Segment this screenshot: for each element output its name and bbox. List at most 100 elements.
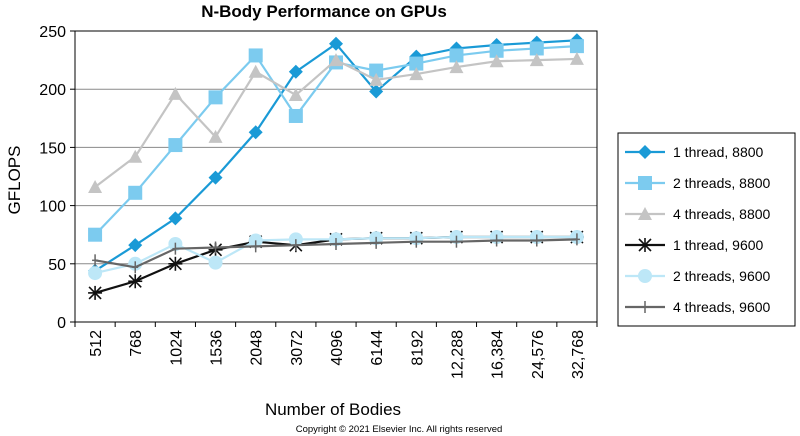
x-tick-label: 24,576 [530,330,547,379]
data-point [168,256,183,271]
data-point [248,125,263,140]
x-axis-ticks: 512 768 1024 1536 2048 3072 4096 6144 8192 12,288… [74,322,598,379]
y-tick-label: 200 [39,82,66,99]
legend-label: 1 thread, 8800 [673,144,764,160]
data-point [88,285,103,300]
legend-marker [642,301,648,313]
data-point [449,48,464,63]
y-axis-ticks: 0 50 100 150 200 250 [39,24,75,332]
x-tick-label: 4096 [329,330,346,366]
series-line [94,57,577,188]
data-point [172,242,179,255]
data-point [88,179,103,193]
x-tick-label: 8192 [409,330,426,366]
data-point [413,235,420,248]
y-tick-label: 0 [57,315,66,332]
series-line [94,45,577,236]
series-3 [88,51,584,193]
legend-label: 4 threads, 9600 [673,299,771,315]
data-series [88,33,584,300]
x-axis-label: Number of Bodies [265,400,401,419]
data-point [493,234,500,247]
x-tick-label: 2048 [249,330,266,366]
series-2 [88,39,584,242]
chart-title: N-Body Performance on GPUs [201,2,447,21]
data-point [529,53,544,67]
x-tick-label: 1024 [168,330,185,366]
data-point [369,72,384,86]
x-tick-label: 6144 [369,330,386,366]
legend-entry: 1 thread, 8800 [625,144,764,160]
data-point [128,238,143,253]
data-point [333,238,339,251]
x-tick-label: 768 [128,330,145,357]
data-point [208,170,223,185]
plot-frame [74,30,598,323]
data-point [369,63,384,78]
data-point [252,240,259,253]
data-point [369,84,384,99]
data-point [208,255,223,270]
legend-entry: 2 threads, 8800 [625,175,771,191]
data-point [569,51,584,65]
data-point [409,67,424,81]
data-point [288,88,303,102]
data-point [489,43,504,58]
legend-marker [638,145,652,159]
data-point [288,108,303,123]
legend-marker [638,176,652,190]
data-point [88,266,103,281]
data-point [489,54,504,68]
data-point [292,239,299,252]
x-tick-label: 512 [88,330,105,357]
x-tick-label: 3072 [289,330,306,366]
data-point [533,234,540,247]
data-point [288,64,303,79]
legend-entry: 4 threads, 8800 [625,206,771,222]
data-point [168,86,183,100]
x-tick-label: 1536 [209,330,226,366]
data-point [212,241,219,254]
data-point [168,211,183,226]
legend-marker [638,238,652,252]
series-6 [92,233,580,274]
legend-entry: 4 threads, 9600 [625,299,771,315]
data-point [208,129,223,143]
x-tick-label: 12,288 [449,330,466,379]
data-point [92,254,99,267]
data-point [409,56,424,71]
y-axis-label: GFLOPS [5,146,24,215]
x-tick-label: 16,384 [490,330,507,379]
data-point [128,185,143,200]
legend-marker [638,269,652,283]
data-point [168,138,183,153]
legend-frame [617,132,796,327]
legend-label: 2 threads, 8800 [673,175,771,191]
y-tick-label: 250 [39,24,66,41]
legend: 1 thread, 8800 2 threads, 8800 4 threads, … [617,132,796,327]
grid-lines [75,88,597,265]
data-point [208,90,223,105]
data-point [453,235,460,248]
data-point [248,48,263,63]
legend-label: 1 thread, 9600 [673,237,764,253]
data-point [248,64,263,78]
data-point [128,149,143,163]
y-tick-label: 50 [48,257,66,274]
legend-marker [638,207,652,220]
data-point [132,261,139,274]
data-point [329,53,343,67]
legend-label: 4 threads, 8800 [673,206,771,222]
data-point [573,233,580,246]
data-point [449,60,464,74]
legend-entry: 2 threads, 9600 [625,268,771,284]
data-point [329,36,343,51]
data-point [529,41,544,56]
x-tick-label: 32,768 [570,330,587,379]
y-tick-label: 150 [39,140,66,157]
data-point [88,227,103,242]
data-point [128,274,143,289]
data-point [373,236,380,249]
copyright-notice: Copyright © 2021 Elsevier Inc. All right… [296,424,503,435]
